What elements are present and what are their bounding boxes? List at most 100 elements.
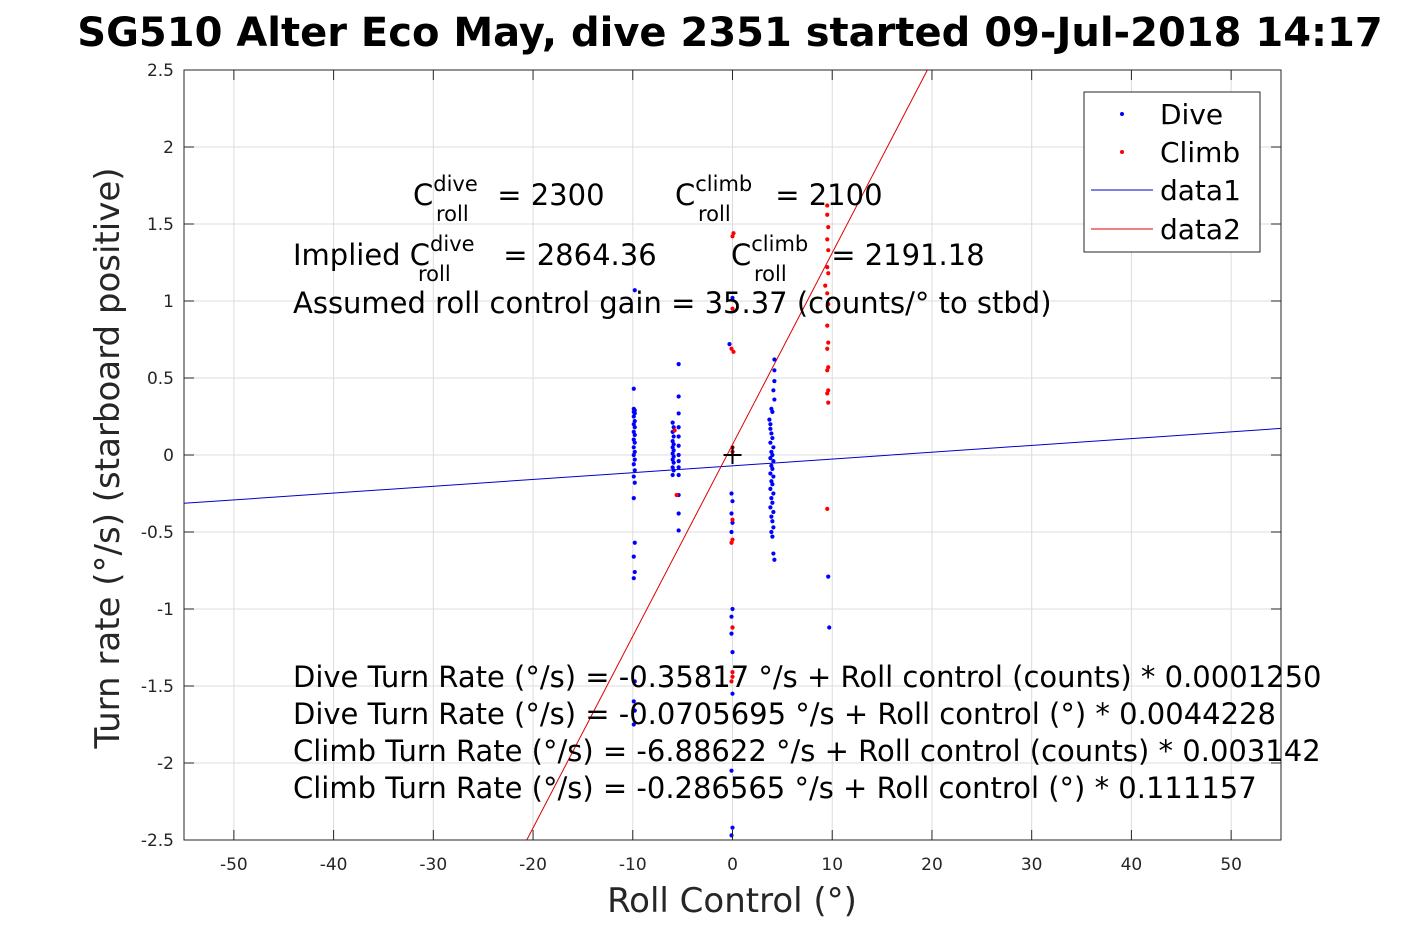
climb-point (825, 203, 830, 208)
dive-point (770, 466, 775, 471)
equation-dive-counts: Dive Turn Rate (°/s) = -0.35817 °/s + Ro… (293, 660, 1321, 694)
legend-box (1083, 91, 1261, 253)
legend-dive-label: Dive (1160, 98, 1223, 131)
dive-point (631, 576, 636, 581)
dive-point (632, 457, 637, 462)
x-tick-label: 20 (921, 855, 943, 875)
dive-point (827, 625, 832, 630)
climb-point (729, 540, 734, 545)
y-tick-label: 0 (163, 446, 174, 466)
dive-point (631, 462, 636, 467)
dive-point (631, 445, 636, 450)
c-roll-dive-sub: roll (436, 202, 469, 226)
c-roll-dive-prefix: C (413, 178, 433, 212)
x-tick-label: -10 (619, 855, 647, 875)
implied-c-roll-climb-label: Cclimb roll = 2191.18 (731, 232, 985, 286)
legend-climb-label: Climb (1160, 136, 1240, 169)
dive-point (730, 499, 735, 504)
climb-point (826, 400, 831, 405)
dive-point (671, 434, 676, 439)
dive-point (730, 295, 735, 301)
x-tick-label: 40 (1121, 855, 1143, 875)
dive-point (730, 825, 735, 830)
dive-point (676, 362, 681, 367)
x-tick-label: -20 (519, 855, 547, 875)
climb-point (825, 368, 830, 373)
c-roll-dive-value: = 2300 (488, 178, 605, 212)
dive-point (676, 465, 681, 470)
dive-point (770, 435, 775, 441)
chart-title: SG510 Alter Eco May, dive 2351 started 0… (77, 10, 1382, 56)
dive-point (772, 397, 777, 402)
equation-climb-degrees: Climb Turn Rate (°/s) = -0.286565 °/s + … (293, 771, 1257, 805)
climb-point (825, 506, 830, 511)
dive-point (632, 468, 637, 473)
x-tick-label: 30 (1021, 855, 1043, 875)
dive-point (729, 768, 734, 773)
dive-point (770, 534, 775, 539)
legend: Dive Climb data1 data2 (1083, 91, 1261, 253)
dive-point (730, 520, 735, 525)
x-tick-label: 0 (727, 855, 738, 875)
dive-point (631, 452, 636, 458)
x-tick-label: 10 (821, 855, 843, 875)
dive-point (770, 519, 775, 524)
dive-point (632, 432, 637, 438)
climb-point (825, 346, 830, 351)
c-roll-dive-sup: dive (433, 172, 478, 196)
dive-point (671, 468, 676, 473)
dive-point (632, 708, 637, 713)
dive-point (632, 569, 637, 575)
c-roll-climb-label: Cclimb roll = 2100 (675, 172, 883, 226)
climb-point (826, 224, 831, 230)
dive-point (676, 528, 681, 533)
climb-point (825, 391, 830, 396)
climb-point (825, 265, 830, 270)
dive-point (769, 431, 774, 436)
dive-point (771, 525, 776, 530)
dive-point (729, 511, 734, 516)
dive-point (676, 472, 681, 478)
climb-point (825, 323, 830, 328)
legend-dive-marker (1120, 112, 1124, 116)
dive-point (632, 425, 637, 430)
dive-point (729, 614, 734, 619)
y-axis-label: Turn rate (°/s) (starboard positive) (88, 167, 128, 749)
dive-point (770, 500, 775, 505)
dive-point (631, 386, 636, 391)
fit-line-data2 (526, 70, 928, 840)
dive-point (768, 422, 773, 427)
dive-point (768, 426, 773, 431)
dive-point (772, 378, 777, 384)
climb-point (826, 340, 831, 345)
dive-point (771, 491, 776, 496)
dive-point (676, 394, 681, 399)
equation-dive-degrees: Dive Turn Rate (°/s) = -0.0705695 °/s + … (293, 697, 1276, 731)
y-tick-label: 2 (163, 138, 174, 158)
climb-point (729, 679, 734, 684)
dive-point (769, 514, 774, 519)
dive-point (729, 631, 734, 636)
implied-dive-sup: dive (430, 232, 475, 256)
dive-point (771, 551, 776, 556)
c-roll-climb-prefix: C (675, 178, 695, 212)
climb-point (674, 492, 679, 498)
y-tick-label: 0.5 (147, 369, 174, 389)
climb-point (730, 306, 735, 311)
y-tick-label: -2 (157, 754, 174, 774)
dive-point (772, 357, 777, 362)
dive-point (769, 529, 774, 535)
climb-point (825, 291, 830, 296)
implied-climb-value: = 2191.18 (822, 238, 985, 272)
dive-point (676, 434, 681, 439)
equation-climb-counts: Climb Turn Rate (°/s) = -6.88622 °/s + R… (293, 734, 1321, 768)
x-tick-label: 50 (1220, 855, 1242, 875)
dive-point (771, 459, 776, 464)
implied-climb-sub: roll (754, 262, 787, 286)
dive-point (771, 445, 776, 450)
climb-point (730, 674, 735, 679)
dive-point (632, 288, 637, 293)
climb-point (825, 237, 830, 242)
roll-gain-annotation: Assumed roll control gain = 35.37 (count… (293, 286, 1052, 320)
